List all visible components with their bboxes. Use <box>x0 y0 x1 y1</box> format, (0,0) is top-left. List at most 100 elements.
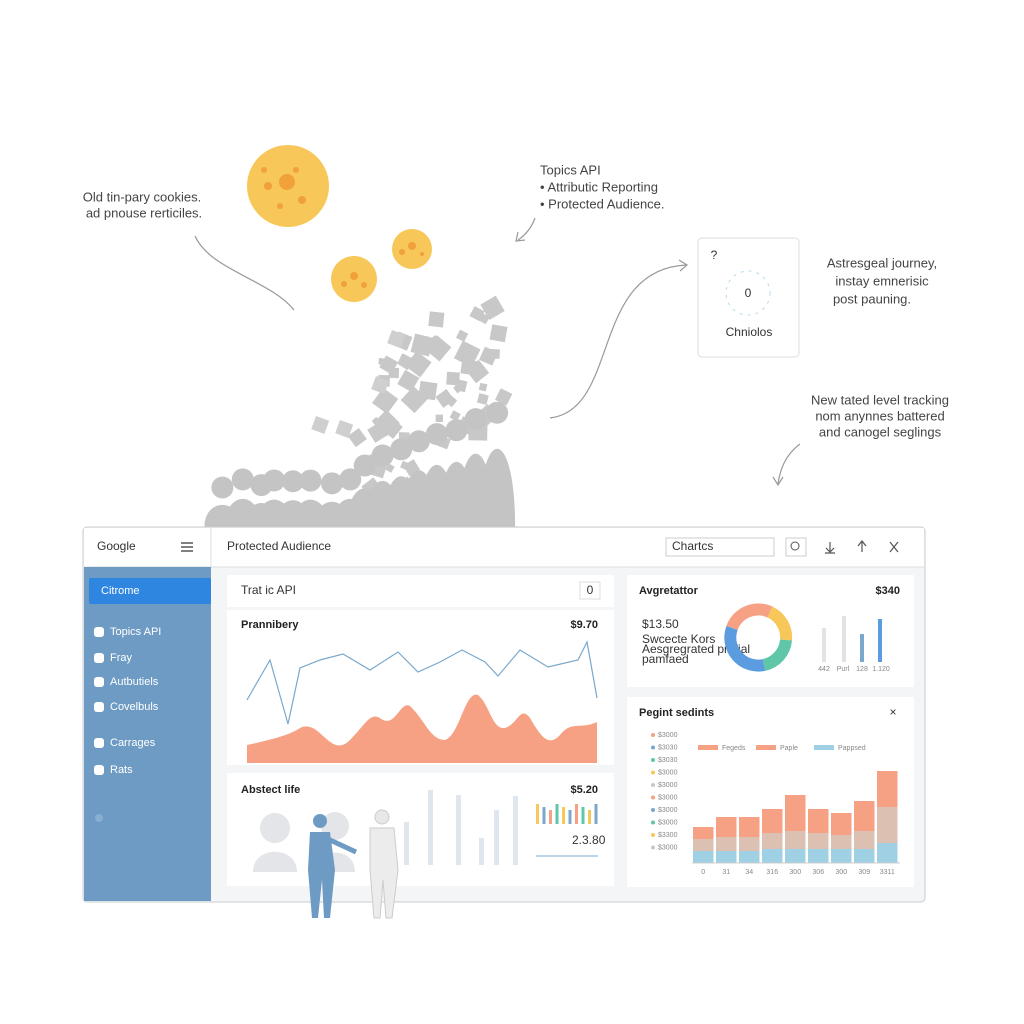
panel-title: Prannibery <box>241 619 299 631</box>
annotation: and canogel seglings <box>819 424 942 439</box>
silhouette-head <box>211 476 234 499</box>
card-ring <box>725 270 771 316</box>
stacked-bar-decor <box>877 807 898 843</box>
x-label: 309 <box>858 869 870 876</box>
y-label-dot <box>651 758 655 762</box>
legend-swatch <box>756 745 776 750</box>
silhouette-head <box>371 444 394 467</box>
stacked-bar-decor <box>716 837 737 851</box>
y-label: $3000 <box>658 794 678 801</box>
stacked-bar-decor <box>808 809 829 833</box>
mini-bar-decor <box>568 810 572 824</box>
silhouette-head <box>281 470 304 493</box>
y-label-dot <box>651 733 655 737</box>
stacked-bar-decor <box>877 771 898 807</box>
silhouette-head <box>390 438 413 461</box>
stacked-bar-decor <box>762 849 783 863</box>
annotation: • Attributic Reporting <box>540 179 658 194</box>
stacked-bar-decor <box>808 849 829 863</box>
toolbar-icons[interactable] <box>825 540 899 554</box>
badge-text: 0 <box>587 583 594 597</box>
x-label: 300 <box>789 869 801 876</box>
annotation: post pauning. <box>833 291 911 306</box>
particle <box>378 357 386 365</box>
decor <box>204 295 516 556</box>
stacked-bar-decor <box>831 849 852 863</box>
panel-title: Trat ic API <box>241 583 296 597</box>
stacked-bar-decor <box>739 851 760 863</box>
mini-bar-decor <box>581 807 585 824</box>
axis-label: 128 <box>856 666 868 673</box>
sidebar-item[interactable]: Topics API <box>110 626 161 638</box>
x-label: 316 <box>766 869 778 876</box>
stacked-bar-decor <box>739 817 760 837</box>
sidebar-dot <box>95 814 103 822</box>
particle <box>372 387 399 415</box>
y-label: $3300 <box>658 832 678 839</box>
menu-button[interactable] <box>181 542 193 552</box>
mini-bar-decor <box>588 810 591 824</box>
particle <box>460 359 477 376</box>
search-button[interactable] <box>785 537 807 557</box>
particle <box>445 394 458 408</box>
particle <box>335 420 354 438</box>
sidebar-item[interactable]: Fray <box>110 652 133 664</box>
sidebar <box>84 567 211 901</box>
particle <box>480 295 505 321</box>
annotation: instay emnerisic <box>835 273 929 288</box>
line-decor <box>246 640 598 725</box>
silhouette-head <box>231 468 254 491</box>
card <box>697 237 800 358</box>
stacked-bar-decor <box>808 833 829 849</box>
particle <box>387 330 406 348</box>
mini-bar-decor <box>542 807 546 824</box>
particle <box>397 369 420 392</box>
stacked-bar-decor <box>762 809 783 833</box>
stacked-bar-decor <box>854 831 875 849</box>
agg-bars-decor <box>822 616 882 662</box>
silhouette-head <box>299 469 322 492</box>
annotation: nom anynnes battered <box>815 408 944 423</box>
legend-swatch <box>698 745 718 750</box>
person <box>308 809 399 919</box>
mini-bar-decor <box>594 804 598 824</box>
panel-title: Avgretattor <box>639 585 699 597</box>
axis-label: 442 <box>818 666 830 673</box>
silhouette-head <box>425 423 448 446</box>
close-button[interactable]: × <box>889 705 896 719</box>
silhouette-head <box>263 469 286 492</box>
stacked-bar-decor <box>693 839 714 851</box>
stacked-bar-decor <box>739 837 760 851</box>
y-label: $3000 <box>658 769 678 776</box>
sidebar-icon <box>94 702 104 712</box>
panel-title: Pegint sedints <box>639 707 714 719</box>
search-box[interactable] <box>665 537 775 557</box>
particle <box>428 311 445 328</box>
sidebar-item[interactable]: Covelbuls <box>110 701 159 713</box>
y-label-dot <box>651 845 655 850</box>
silhouette-head <box>339 468 362 491</box>
mini-bar-decor <box>562 807 565 824</box>
silhouette-head <box>320 472 343 495</box>
sidebar-item[interactable]: Rats <box>110 764 133 776</box>
sidebar-item[interactable]: Autbutiels <box>110 676 159 688</box>
y-label: $3030 <box>658 744 678 751</box>
particle <box>478 382 488 392</box>
sidebar-icon <box>94 627 104 637</box>
mini-bar-decor <box>536 804 539 824</box>
sidebar-item[interactable]: Carrages <box>110 737 156 749</box>
axis-label: 1.120 <box>872 666 890 673</box>
stacked-bar-decor <box>854 849 875 863</box>
x-label: 3311 <box>880 869 895 876</box>
particle <box>453 340 481 368</box>
particle <box>426 334 443 352</box>
sidebar-selected[interactable] <box>89 578 211 604</box>
particle <box>347 427 367 448</box>
sidebar-icon <box>94 738 104 748</box>
panel-subvalue: $13.50 <box>642 617 679 631</box>
y-label-dot <box>651 783 655 787</box>
y-label-dot <box>651 745 655 750</box>
x-label: 31 <box>722 869 730 876</box>
badge <box>579 581 601 600</box>
